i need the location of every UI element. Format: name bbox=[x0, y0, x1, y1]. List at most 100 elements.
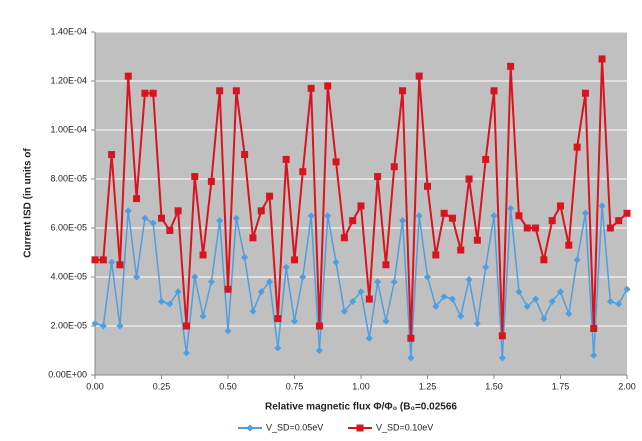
data-point bbox=[266, 278, 274, 286]
data-point bbox=[357, 202, 365, 210]
data-point bbox=[581, 89, 589, 97]
data-point bbox=[598, 55, 606, 63]
data-point bbox=[432, 302, 440, 310]
data-point bbox=[257, 207, 265, 215]
data-point bbox=[440, 293, 448, 301]
legend-label: V_SD=0.10eV bbox=[376, 422, 433, 432]
data-point bbox=[382, 261, 390, 269]
data-point bbox=[133, 195, 141, 203]
data-point bbox=[390, 278, 398, 286]
data-point bbox=[407, 334, 415, 342]
data-point bbox=[241, 253, 249, 261]
legend-marker bbox=[356, 424, 364, 432]
data-point bbox=[199, 251, 207, 259]
x-axis-title: Relative magnetic flux Φ/Φ₀ (B₀=0.02566 bbox=[265, 402, 457, 413]
data-point bbox=[515, 212, 523, 220]
data-point bbox=[174, 207, 182, 215]
data-point bbox=[315, 322, 323, 330]
data-point bbox=[399, 217, 407, 225]
data-point bbox=[473, 236, 481, 244]
y-tick-label: 6.00E-05 bbox=[50, 222, 87, 232]
data-point bbox=[415, 212, 423, 220]
data-point bbox=[507, 62, 515, 70]
data-point bbox=[490, 212, 498, 220]
data-point bbox=[207, 177, 215, 185]
data-point bbox=[216, 87, 224, 95]
data-point bbox=[274, 344, 282, 352]
data-point bbox=[349, 217, 357, 225]
data-point bbox=[99, 322, 107, 330]
data-point bbox=[91, 256, 99, 264]
data-point bbox=[108, 151, 116, 158]
x-tick-label: 1.00 bbox=[352, 381, 370, 391]
data-point bbox=[357, 288, 365, 296]
data-point bbox=[498, 354, 506, 362]
data-point bbox=[124, 207, 132, 215]
legend-label: V_SD=0.05eV bbox=[266, 422, 323, 432]
data-point bbox=[158, 214, 165, 222]
data-point bbox=[457, 246, 465, 254]
data-point bbox=[473, 320, 481, 328]
data-point bbox=[216, 217, 224, 225]
data-point bbox=[191, 173, 199, 181]
data-point bbox=[382, 317, 390, 325]
data-point bbox=[282, 263, 290, 271]
data-point bbox=[432, 251, 440, 259]
y-tick-label: 8.00E-05 bbox=[50, 173, 87, 183]
data-point bbox=[465, 175, 473, 183]
data-point bbox=[540, 315, 548, 323]
data-point bbox=[299, 273, 307, 281]
data-point bbox=[374, 173, 382, 181]
data-point bbox=[424, 273, 431, 281]
data-point bbox=[340, 234, 348, 242]
data-point bbox=[615, 300, 623, 308]
legend-marker bbox=[246, 424, 254, 432]
data-point bbox=[457, 312, 465, 320]
x-tick-label: 0.25 bbox=[153, 381, 171, 391]
data-point bbox=[399, 87, 407, 95]
data-point bbox=[224, 285, 232, 293]
data-point bbox=[623, 285, 631, 293]
data-point bbox=[590, 324, 598, 332]
data-point bbox=[166, 300, 174, 308]
x-tick-label: 1.50 bbox=[485, 381, 503, 391]
y-tick-label: 1.00E-04 bbox=[50, 124, 87, 134]
data-point bbox=[565, 241, 573, 249]
data-point bbox=[548, 298, 556, 305]
y-axis-title: Current ISD (in units of bbox=[23, 148, 34, 258]
data-point bbox=[291, 317, 298, 325]
data-point bbox=[91, 320, 99, 328]
data-point bbox=[274, 315, 282, 323]
data-point bbox=[307, 212, 315, 220]
data-point bbox=[606, 298, 614, 305]
data-point bbox=[291, 256, 298, 264]
data-point bbox=[482, 263, 490, 271]
data-point bbox=[532, 224, 540, 232]
data-point bbox=[332, 258, 340, 266]
data-point bbox=[365, 295, 373, 303]
data-point bbox=[490, 87, 498, 95]
data-point bbox=[415, 72, 423, 80]
data-point bbox=[182, 349, 190, 357]
y-tick-label: 2.00E-05 bbox=[50, 320, 87, 330]
data-point bbox=[324, 82, 332, 90]
data-point bbox=[615, 217, 623, 225]
data-point bbox=[365, 334, 373, 342]
data-point bbox=[482, 155, 490, 163]
x-tick-label: 0.75 bbox=[286, 381, 304, 391]
data-point bbox=[424, 182, 431, 190]
data-point bbox=[374, 278, 382, 286]
data-point bbox=[224, 327, 232, 335]
data-point bbox=[532, 295, 540, 303]
data-point bbox=[315, 347, 323, 354]
data-point bbox=[448, 214, 456, 222]
data-point bbox=[440, 209, 448, 217]
data-point bbox=[465, 275, 473, 283]
data-point bbox=[557, 202, 564, 210]
data-point bbox=[407, 354, 415, 362]
data-point bbox=[507, 204, 515, 212]
x-tick-label: 0.00 bbox=[86, 381, 104, 391]
y-tick-label: 4.00E-05 bbox=[50, 271, 87, 281]
data-point bbox=[232, 87, 240, 95]
data-point bbox=[141, 214, 149, 222]
